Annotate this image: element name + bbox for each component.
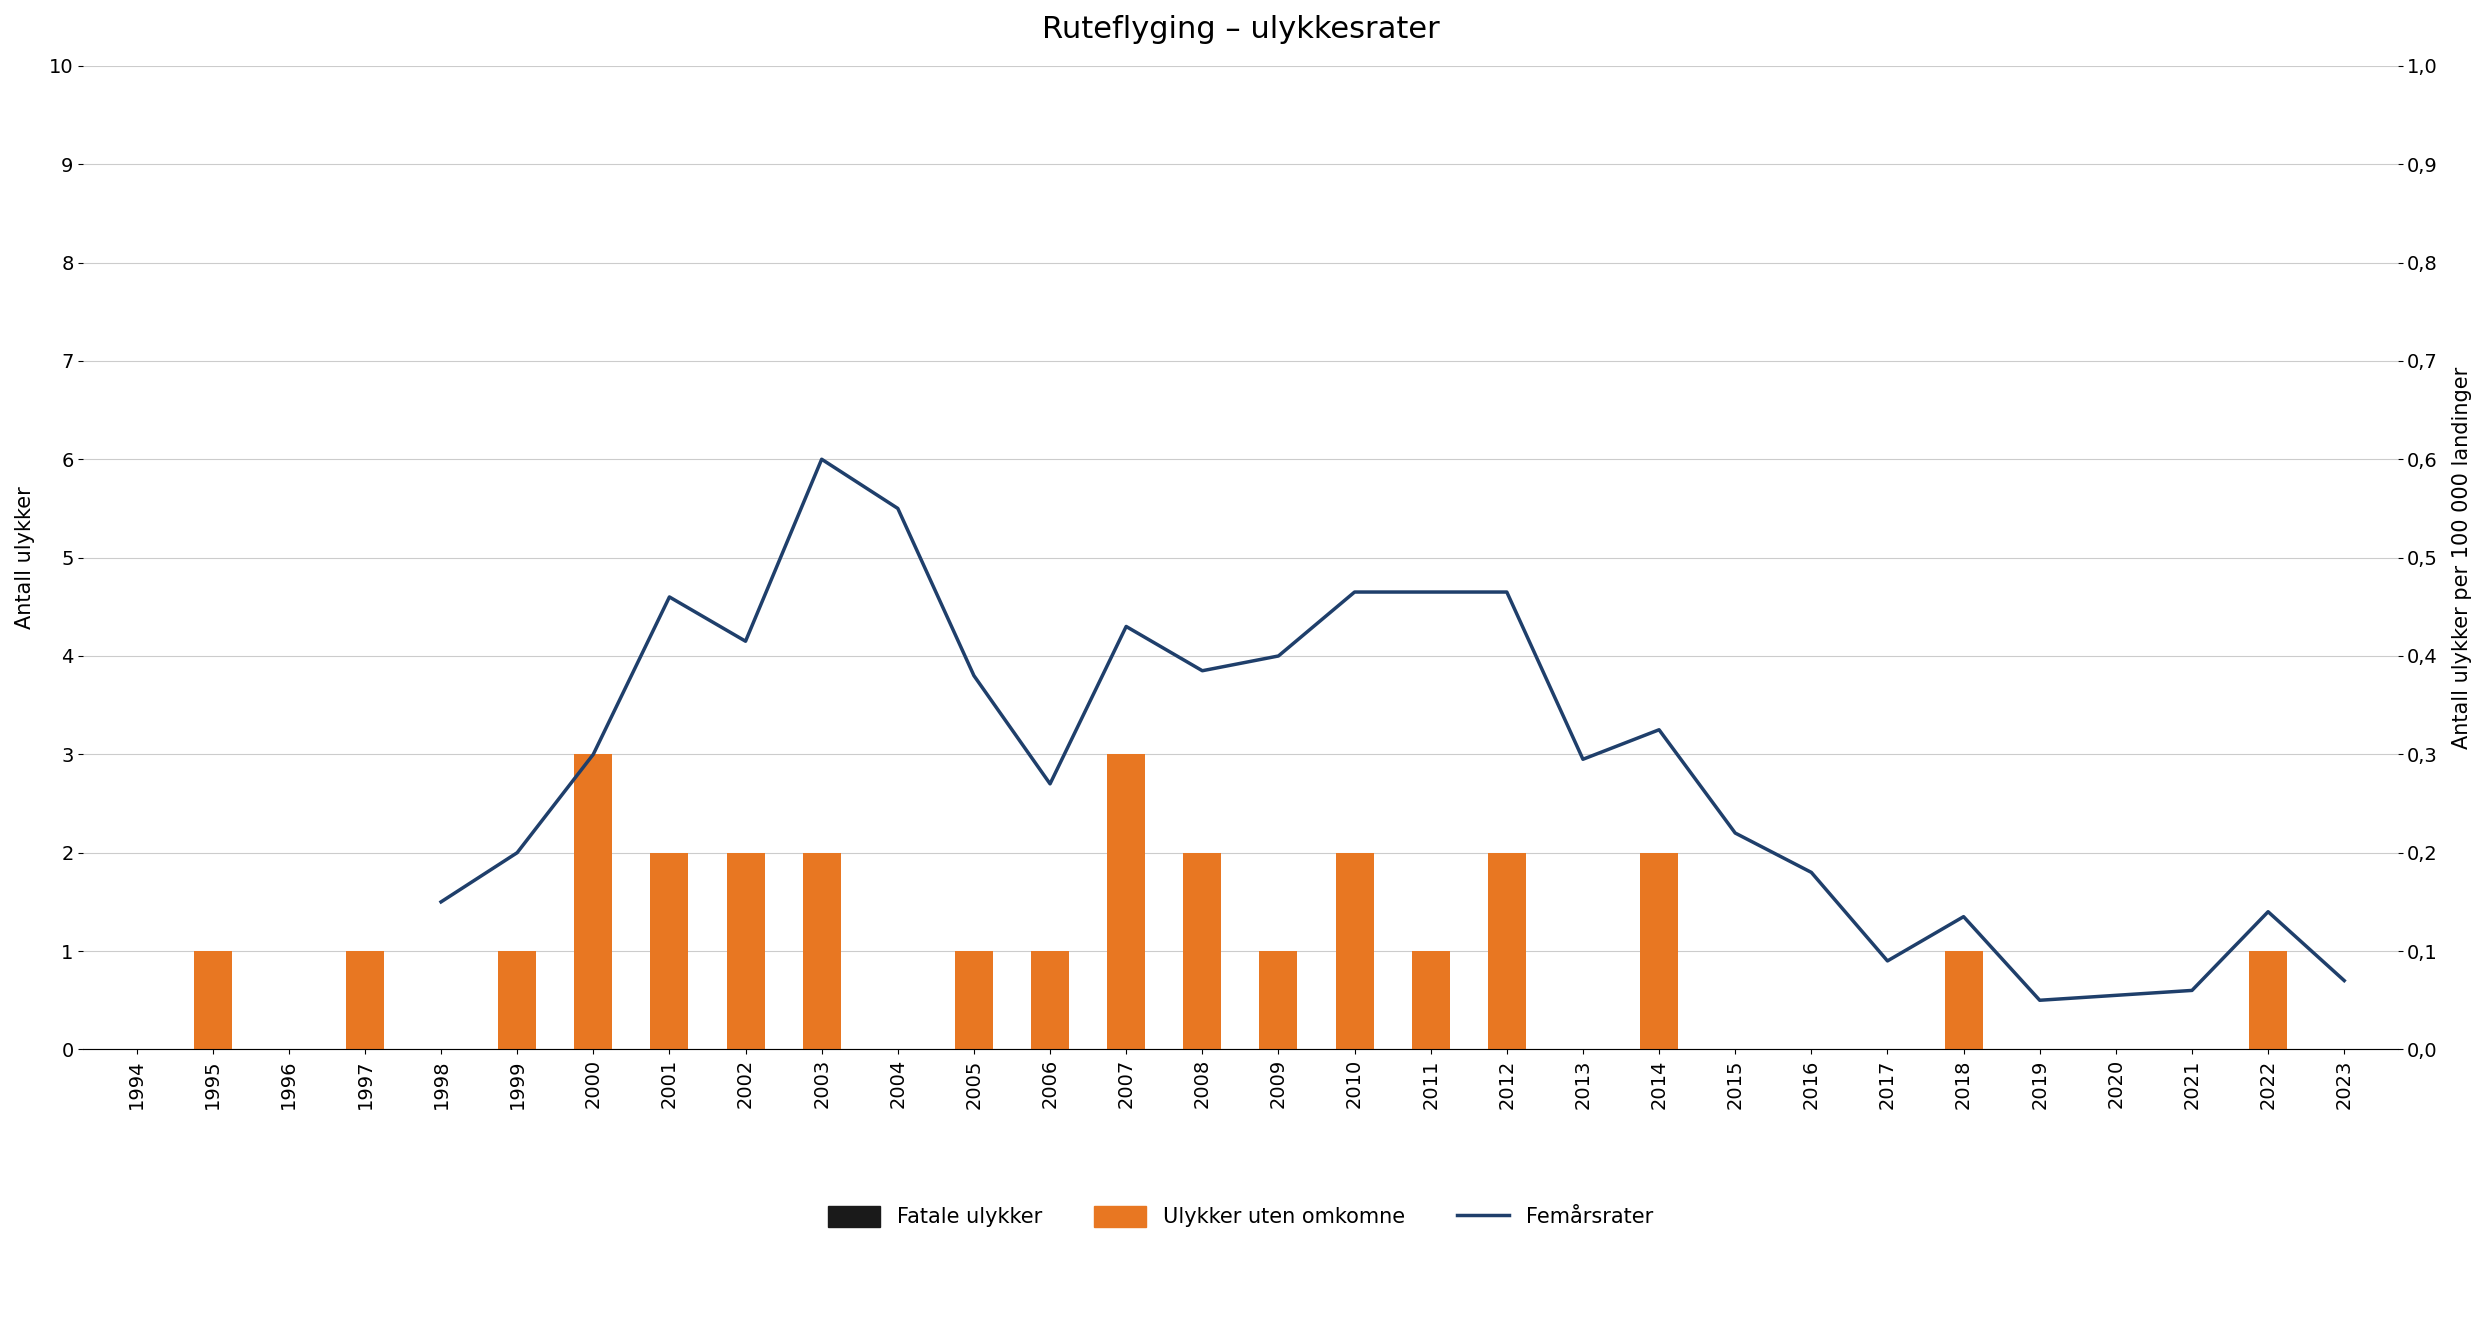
Bar xyxy=(1184,853,1221,1050)
Bar xyxy=(1107,755,1144,1050)
Bar xyxy=(1336,853,1373,1050)
Bar xyxy=(652,853,689,1050)
Title: Ruteflyging – ulykkesrater: Ruteflyging – ulykkesrater xyxy=(1042,15,1440,44)
Bar xyxy=(1945,951,1982,1050)
Bar xyxy=(1413,951,1450,1050)
Bar xyxy=(955,951,992,1050)
Bar xyxy=(726,853,764,1050)
Bar xyxy=(497,951,537,1050)
Bar xyxy=(574,755,612,1050)
Bar xyxy=(803,853,841,1050)
Bar xyxy=(1258,951,1298,1050)
Bar xyxy=(1487,853,1527,1050)
Bar xyxy=(1639,853,1679,1050)
Bar xyxy=(194,951,231,1050)
Bar xyxy=(2248,951,2288,1050)
Y-axis label: Antall ulykker: Antall ulykker xyxy=(15,487,35,629)
Bar xyxy=(346,951,383,1050)
Legend: Fatale ulykker, Ulykker uten omkomne, Femårsrater: Fatale ulykker, Ulykker uten omkomne, Fe… xyxy=(821,1198,1661,1236)
Y-axis label: Antall ulykker per 100 000 landinger: Antall ulykker per 100 000 landinger xyxy=(2452,366,2472,748)
Bar xyxy=(1032,951,1069,1050)
